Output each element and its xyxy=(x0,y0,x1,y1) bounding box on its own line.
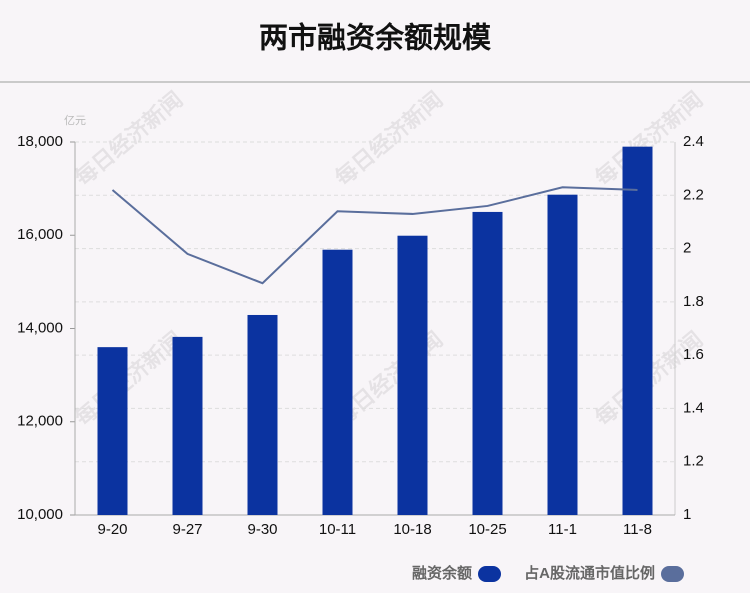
y2-tick-label: 2.2 xyxy=(683,186,704,203)
y2-tick-label: 1.4 xyxy=(683,399,704,416)
x-tick-label: 9-20 xyxy=(97,521,127,538)
y-tick-label: 12,000 xyxy=(17,413,63,430)
y2-tick-label: 2 xyxy=(683,240,691,257)
legend-swatch xyxy=(661,566,684,582)
bar xyxy=(172,336,203,515)
x-tick-label: 11-8 xyxy=(623,521,652,538)
y2-tick-label: 1.8 xyxy=(683,293,704,310)
legend-label: 融资余额 xyxy=(412,564,472,582)
bar xyxy=(547,194,578,515)
bar xyxy=(97,347,128,515)
x-tick-label: 10-18 xyxy=(393,521,431,538)
x-tick-label: 9-30 xyxy=(247,521,277,538)
x-tick-label: 10-25 xyxy=(468,521,506,538)
legend-swatch xyxy=(478,566,501,582)
y-tick-label: 18,000 xyxy=(17,133,63,150)
bar xyxy=(322,249,353,516)
x-tick-label: 11-1 xyxy=(548,521,577,538)
x-tick-label: 10-11 xyxy=(319,521,356,538)
y-tick-label: 16,000 xyxy=(17,226,63,243)
y2-tick-label: 2.4 xyxy=(683,133,704,150)
chart-title: 两市融资余额规模 xyxy=(259,21,492,55)
legend-label: 占A股流通市值比例 xyxy=(524,564,655,582)
bar xyxy=(622,146,653,515)
line xyxy=(111,186,638,285)
bar xyxy=(397,235,428,515)
y2-tick-label: 1.6 xyxy=(683,346,704,363)
x-tick-label: 9-27 xyxy=(172,521,202,538)
bar xyxy=(247,314,278,515)
y-tick-label: 14,000 xyxy=(17,319,63,336)
unit-label: 亿元 xyxy=(64,114,86,127)
bar xyxy=(472,211,503,515)
y2-tick-label: 1 xyxy=(683,506,691,523)
y2-tick-label: 1.2 xyxy=(683,453,704,470)
y-tick-label: 10,000 xyxy=(17,506,63,523)
